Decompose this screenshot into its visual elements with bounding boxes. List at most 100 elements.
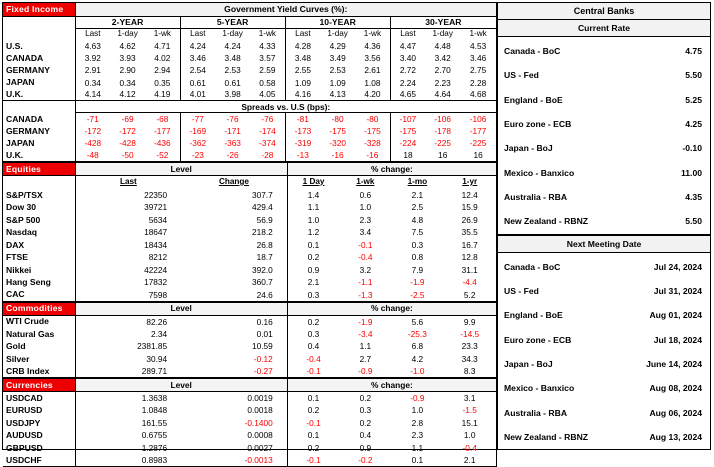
commodities-level-title: Level bbox=[75, 301, 288, 316]
next-meeting-list: Canada - BoC Jul 24, 2024 US - Fed Jul 31, … bbox=[498, 253, 710, 450]
data-cell: 1.2 bbox=[286, 226, 340, 239]
central-bank-meeting-value: Jul 24, 2024 bbox=[653, 261, 702, 272]
data-cell: 2.24 bbox=[389, 76, 426, 89]
equities-table: Equities Level % change: Last Change 1 D… bbox=[3, 162, 498, 302]
data-cell: 1.0 bbox=[286, 213, 340, 227]
table-row: GERMANY -172 -172 -177 -169 -171 -174 -173 -175-… bbox=[3, 125, 498, 138]
data-cell: 30.94 bbox=[146, 353, 168, 364]
row-label: Hang Seng bbox=[3, 276, 76, 289]
col-10y-1wk: 1-wk bbox=[363, 28, 382, 38]
central-bank-meeting-name: Canada - BoC bbox=[504, 261, 561, 272]
data-cell: 12.4 bbox=[443, 188, 498, 202]
col-equities-1day: 1 Day bbox=[286, 175, 340, 189]
data-cell: -320 bbox=[329, 138, 346, 149]
currencies-rows: USDCAD 1.3638 0.0019 0.1 0.2 -0.9 3.1 EURUSD 1.0… bbox=[3, 391, 498, 467]
central-bank-meeting-name: Australia - RBA bbox=[504, 407, 568, 418]
col-2y-1wk: 1-wk bbox=[153, 28, 171, 38]
col-5y-1wk: 1-wk bbox=[258, 28, 277, 38]
data-cell: 2.34 bbox=[151, 328, 168, 339]
data-cell: -0.4 bbox=[358, 252, 373, 263]
list-item: Canada - BoC Jul 24, 2024 bbox=[498, 255, 710, 279]
data-cell: 5.2 bbox=[443, 288, 498, 302]
data-cell: 3.92 bbox=[84, 53, 101, 64]
central-banks-panel: Central Banks Current Rate Canada - BoC 4… bbox=[497, 2, 711, 450]
col-2y-1day: 1-day bbox=[117, 28, 138, 38]
data-cell: 2.1 bbox=[411, 189, 424, 200]
data-cell: 2.1 bbox=[286, 276, 340, 289]
col-10y-last: Last bbox=[284, 28, 321, 40]
col-equities-1mo: 1-mo bbox=[407, 176, 428, 186]
row-label: DAX bbox=[3, 238, 76, 252]
data-cell: 4.05 bbox=[259, 89, 276, 100]
table-row: CAC 7598 24.6 0.3 -1.3 -2.5 5.2 bbox=[3, 288, 498, 302]
yield-curves-title: Government Yield Curves (%): bbox=[75, 3, 498, 17]
data-cell: 16 bbox=[425, 149, 461, 163]
data-cell: 3.98 bbox=[224, 89, 241, 100]
currencies-level-title: Level bbox=[75, 378, 288, 393]
data-cell: 0.34 bbox=[119, 77, 136, 88]
data-cell: 360.7 bbox=[252, 277, 273, 288]
data-cell: 0.35 bbox=[154, 77, 171, 88]
central-bank-rate-value: -0.10 bbox=[682, 143, 702, 154]
list-item: Euro zone - ECB Jul 18, 2024 bbox=[498, 327, 710, 351]
data-cell: -175 bbox=[329, 126, 346, 137]
data-cell: -0.12 bbox=[253, 353, 273, 364]
data-cell: 0.3 bbox=[286, 327, 340, 341]
data-cell: 3.4 bbox=[359, 227, 372, 238]
table-row: U.K. -48 -50 -52 -23 -26 -28 -13 -16 -16 18 16 16 bbox=[3, 149, 498, 163]
row-label: U.K. bbox=[3, 88, 76, 101]
data-cell: 3.46 bbox=[460, 52, 498, 65]
data-cell: 0.1 bbox=[286, 429, 340, 442]
data-cell: 2.72 bbox=[389, 64, 426, 77]
data-cell: 4.14 bbox=[84, 89, 101, 100]
data-cell: 161.55 bbox=[141, 417, 168, 428]
data-cell: 10.59 bbox=[252, 341, 273, 352]
data-cell: -106 bbox=[434, 114, 452, 125]
data-cell: 2.5 bbox=[411, 202, 424, 213]
table-row: S&P 500 5634 56.9 1.0 2.3 4.8 26.9 bbox=[3, 213, 498, 227]
data-cell: 2.8 bbox=[411, 417, 424, 428]
data-cell: 9.9 bbox=[443, 315, 498, 328]
col-5y-1day: 1-day bbox=[222, 28, 243, 38]
data-cell: 8212 bbox=[148, 252, 168, 263]
central-bank-rate-name: Euro zone - ECB bbox=[504, 119, 572, 130]
data-cell: 3.48 bbox=[224, 53, 241, 64]
data-cell: 0.9 bbox=[359, 442, 372, 453]
table-row: CANADA 3.92 3.93 4.02 3.46 3.48 3.57 3.48 3.49 3.… bbox=[3, 52, 498, 65]
central-bank-rate-name: Mexico - Banxico bbox=[504, 167, 575, 178]
data-cell: -1.3 bbox=[339, 288, 392, 302]
data-cell: 0.2 bbox=[286, 441, 340, 455]
data-cell: 5634 bbox=[148, 214, 168, 225]
data-cell: 218.2 bbox=[252, 227, 273, 238]
row-label: CAC bbox=[3, 288, 76, 302]
central-bank-rate-value: 4.75 bbox=[685, 46, 702, 57]
data-cell: 1.0848 bbox=[141, 405, 168, 416]
data-cell: 1.08 bbox=[364, 77, 381, 88]
data-cell: -77 bbox=[179, 112, 216, 126]
data-cell: 18647 bbox=[144, 227, 168, 238]
col-30y-1wk: 1-wk bbox=[460, 28, 498, 40]
data-cell: 2.55 bbox=[284, 64, 321, 77]
commodities-rows: WTI Crude 82.26 0.16 0.2 -1.9 5.6 9.9 Natural G… bbox=[3, 315, 498, 379]
data-cell: 23.3 bbox=[443, 340, 498, 353]
central-bank-rate-value: 11.00 bbox=[680, 167, 702, 178]
row-label: Dow 30 bbox=[3, 201, 76, 214]
table-row: Silver 30.94 -0.12 -0.4 2.7 4.2 34.3 bbox=[3, 352, 498, 366]
data-cell: 3.57 bbox=[259, 53, 276, 64]
data-cell: 1.1 bbox=[359, 341, 372, 352]
col-30y-last: Last bbox=[389, 28, 426, 40]
data-cell: -0.9 bbox=[410, 393, 425, 404]
data-cell: -25.3 bbox=[407, 328, 427, 339]
data-cell: -16 bbox=[320, 149, 356, 163]
data-cell: 0.2 bbox=[359, 417, 372, 428]
data-cell: -50 bbox=[110, 149, 146, 163]
central-bank-meeting-name: US - Fed bbox=[504, 285, 539, 296]
equities-pct-title: % change: bbox=[286, 162, 498, 177]
data-cell: 0.8 bbox=[411, 252, 424, 263]
data-cell: 7598 bbox=[75, 288, 182, 302]
list-item: Japan - BoJ -0.10 bbox=[498, 136, 710, 160]
central-bank-meeting-value: Jul 31, 2024 bbox=[653, 285, 702, 296]
table-row: GERMANY 2.91 2.90 2.94 2.54 2.53 2.59 2.55 2.53 2… bbox=[3, 64, 498, 77]
row-label: GBPUSD bbox=[3, 441, 76, 455]
data-cell: 18.7 bbox=[256, 252, 273, 263]
